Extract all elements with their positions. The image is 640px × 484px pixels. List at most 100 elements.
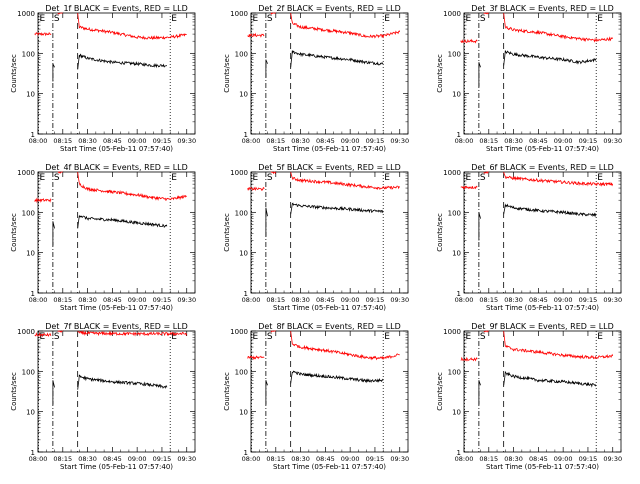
x-tick-label: 08:45 [103, 137, 122, 145]
events-series-line [478, 62, 481, 87]
y-tick-label: 100 [235, 368, 248, 376]
events-series-line [265, 207, 268, 237]
lld-series-line [290, 171, 400, 191]
x-tick-label: 09:15 [579, 137, 598, 145]
x-tick-label: 09:30 [390, 296, 409, 304]
event-marker-label: E [253, 14, 259, 24]
x-tick-label: 09:15 [153, 296, 172, 304]
events-series-line [77, 374, 168, 390]
event-marker-label: E [40, 14, 46, 24]
x-axis-label: Start Time (05-Feb-11 07:57:40) [273, 463, 386, 471]
y-tick-label: 1 [244, 449, 248, 457]
x-tick-label: 08:00 [242, 137, 261, 145]
x-tick-label: 08:30 [504, 296, 523, 304]
events-series-line [52, 380, 55, 405]
x-tick-label: 08:00 [455, 296, 474, 304]
x-tick-label: 09:30 [390, 137, 409, 145]
y-tick-label: 1000 [17, 328, 35, 336]
events-series-line [265, 380, 268, 405]
x-tick-label: 08:30 [291, 296, 310, 304]
x-tick-label: 08:45 [529, 137, 548, 145]
event-marker-label: E [597, 14, 603, 24]
event-marker-label: S [267, 173, 273, 183]
event-marker-label: E [171, 332, 177, 342]
x-tick-label: 08:30 [291, 455, 310, 463]
y-tick-label: 100 [235, 209, 248, 217]
x-tick-label: 08:00 [29, 296, 48, 304]
x-tick-label: 08:15 [53, 455, 72, 463]
y-tick-label: 1 [457, 449, 461, 457]
panel-8: Det_8f BLACK = Events, RED = LLD 1 10 100 10… [223, 322, 409, 471]
event-marker-label: S [267, 332, 273, 342]
x-tick-label: 09:30 [390, 455, 409, 463]
y-tick-label: 1 [31, 290, 35, 298]
lld-series-line [270, 12, 276, 15]
y-tick-label: 1000 [17, 169, 35, 177]
lld-series-line [34, 31, 52, 37]
lld-series-line [247, 32, 265, 38]
events-series-line [265, 59, 268, 78]
plot-frame [463, 12, 622, 135]
x-tick-label: 08:45 [103, 296, 122, 304]
y-tick-label: 10 [239, 409, 248, 417]
panel-title: Det_6f BLACK = Events, RED = LLD [471, 163, 614, 172]
panel-6: Det_6f BLACK = Events, RED = LLD 1 10 100 10… [436, 163, 622, 312]
x-tick-label: 08:45 [103, 455, 122, 463]
y-tick-label: 1000 [443, 169, 461, 177]
x-tick-label: 08:30 [78, 296, 97, 304]
x-tick-label: 08:30 [291, 137, 310, 145]
x-tick-label: 09:15 [579, 455, 598, 463]
x-tick-label: 08:15 [266, 296, 285, 304]
x-tick-label: 08:15 [266, 137, 285, 145]
event-marker-label: E [597, 173, 603, 183]
x-tick-label: 08:00 [242, 296, 261, 304]
x-tick-label: 08:15 [479, 137, 498, 145]
x-tick-label: 08:45 [529, 296, 548, 304]
events-series-line [290, 202, 384, 215]
panel-4: Det_4f BLACK = Events, RED = LLD 1 10 100 10… [10, 163, 196, 312]
y-tick-label: 10 [26, 409, 35, 417]
lld-series-line [34, 197, 52, 204]
x-tick-label: 08:00 [242, 455, 261, 463]
y-tick-label: 100 [22, 50, 35, 58]
event-marker-label: S [54, 332, 60, 342]
x-tick-label: 08:45 [316, 296, 335, 304]
y-tick-label: 10 [452, 409, 461, 417]
y-axis-label: Counts/sec [436, 213, 444, 252]
plot-frame [250, 12, 409, 135]
x-tick-label: 09:00 [128, 137, 147, 145]
events-series-line [503, 50, 597, 66]
y-tick-label: 100 [448, 209, 461, 217]
x-tick-label: 09:15 [153, 455, 172, 463]
x-tick-label: 08:15 [479, 296, 498, 304]
lld-series-line [290, 12, 401, 39]
events-series-line [52, 63, 55, 82]
x-tick-label: 09:15 [366, 137, 385, 145]
events-series-line [478, 212, 481, 241]
event-marker-label: S [480, 173, 486, 183]
lld-series-line [503, 12, 614, 43]
events-series-line [503, 203, 597, 218]
plot-frame [463, 330, 622, 453]
y-axis-label: Counts/sec [223, 372, 231, 411]
event-marker-label: E [171, 14, 177, 24]
x-tick-label: 08:00 [455, 137, 474, 145]
x-tick-label: 08:30 [78, 455, 97, 463]
y-tick-label: 100 [235, 50, 248, 58]
y-tick-label: 100 [22, 368, 35, 376]
lld-series-line [77, 330, 188, 337]
panel-title: Det_4f BLACK = Events, RED = LLD [45, 163, 188, 172]
x-tick-label: 09:15 [366, 455, 385, 463]
panel-title: Det_5f BLACK = Events, RED = LLD [258, 163, 401, 172]
events-series-line [77, 53, 168, 70]
lld-series-line [503, 330, 614, 360]
x-tick-label: 08:15 [53, 296, 72, 304]
event-marker-label: E [384, 332, 390, 342]
x-tick-label: 09:15 [579, 296, 598, 304]
x-tick-label: 08:00 [29, 137, 48, 145]
y-tick-label: 1 [31, 131, 35, 139]
event-marker-label: S [54, 14, 60, 24]
x-tick-label: 09:00 [341, 455, 360, 463]
y-tick-label: 10 [452, 250, 461, 258]
